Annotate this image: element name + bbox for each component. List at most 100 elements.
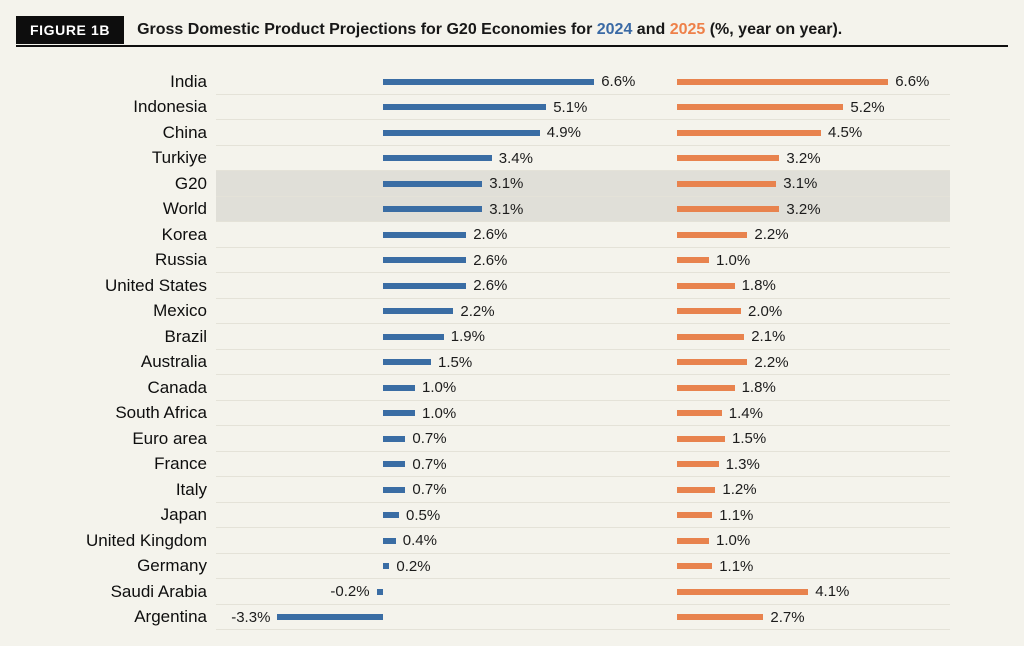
value-label-2025: 5.2% [850,98,885,116]
bar-2025 [677,410,722,417]
chart-row: France 0.7% 1.3% [0,452,1024,477]
value-label-2024: 2.6% [473,251,508,269]
bar-2025 [677,563,713,570]
value-label-2024: 2.2% [460,302,495,320]
bar-2025 [677,537,709,544]
chart-row: India 6.6% 6.6% [0,69,1024,95]
bar-2025 [677,588,809,595]
chart-row: Australia 1.5% 2.2% [0,350,1024,375]
value-label-2024: 6.6% [601,73,636,91]
chart-row: Mexico 2.2% 2.0% [0,299,1024,324]
value-label-2024: 1.5% [438,353,473,371]
row-separator [216,501,950,503]
bar-2024 [383,410,415,417]
value-label-2025: 1.8% [741,379,776,397]
row-separator [216,195,950,197]
value-label-2024: 2.6% [473,277,508,295]
bar-2024 [383,512,399,519]
row-separator [216,93,950,95]
row-separator [216,527,950,528]
chart-row: United Kingdom 0.4% 1.0% [0,528,1024,554]
bar-2024 [383,104,547,111]
row-separator [216,578,950,579]
row-separator [216,552,950,554]
value-label-2025: 1.3% [725,455,760,473]
category-label: South Africa [115,403,207,423]
title-text-and: and [632,21,670,38]
bar-2024 [383,206,483,213]
value-label-2025: 2.7% [770,608,805,626]
value-label-2024: 5.1% [553,98,588,116]
row-separator [216,170,950,171]
row-separator [216,323,950,324]
value-label-2025: 1.0% [716,251,751,269]
category-label: Italy [175,479,207,499]
row-separator [216,374,950,375]
bar-2024 [383,180,483,187]
chart-row: Germany 0.2% 1.1% [0,554,1024,579]
bar-2025 [677,257,709,264]
gdp-projections-chart: India 6.6% 6.6% Indonesia 5.1% 5.2% China 4.9% 4… [0,69,1024,631]
title-year-2025: 2025 [669,21,706,38]
bar-2024 [383,563,390,570]
bar-2025 [677,206,780,213]
bar-2025 [677,282,735,289]
value-label-2025: 1.0% [716,532,751,550]
row-separator [216,246,950,248]
value-label-2025: 4.5% [828,124,863,142]
category-label: Russia [155,250,207,270]
bar-2025 [677,461,719,468]
bar-2024 [383,308,454,315]
category-label: Argentina [134,607,207,627]
chart-row: Euro area 0.7% 1.5% [0,426,1024,452]
value-label-2025: 2.1% [751,328,786,346]
value-label-2025: 3.1% [783,175,818,193]
header-divider [16,45,1008,47]
value-label-2024: 1.0% [422,379,457,397]
bar-2025 [677,486,716,493]
bar-2025 [677,155,780,162]
bar-2024 [383,537,396,544]
bar-2024 [383,359,431,366]
category-label: Turkiye [151,148,207,168]
row-separator [216,603,950,605]
category-label: United States [104,275,207,295]
value-label-2024: 2.6% [473,226,508,244]
category-label: Japan [160,505,207,525]
row-separator [216,144,950,146]
value-label-2024: 0.2% [396,557,431,575]
chart-row: Italy 0.7% 1.2% [0,477,1024,503]
value-label-2024: -3.3% [231,608,271,626]
bar-2025 [677,359,748,366]
row-separator [216,450,950,452]
chart-row: Japan 0.5% 1.1% [0,503,1024,528]
bar-2025 [677,308,741,315]
bar-2024 [383,231,467,238]
value-label-2025: 2.0% [748,302,783,320]
value-label-2025: 2.2% [754,226,789,244]
title-year-2024: 2024 [596,21,633,38]
category-label: G20 [174,173,207,193]
value-label-2025: 1.5% [732,430,767,448]
value-label-2024: 4.9% [546,124,581,142]
bar-2024 [383,486,406,493]
chart-row: Turkiye 3.4% 3.2% [0,146,1024,171]
value-label-2025: 2.2% [754,353,789,371]
bar-2024 [383,129,540,136]
chart-row: Saudi Arabia -0.2% 4.1% [0,579,1024,605]
highlight-band [216,196,950,222]
bar-2024 [376,588,383,595]
value-label-2024: -0.2% [330,583,370,601]
bar-2025 [677,614,764,621]
chart-row: United States 2.6% 1.8% [0,273,1024,299]
bar-2024 [383,78,595,85]
row-separator [216,272,950,273]
row-separator [216,629,950,630]
value-label-2025: 4.1% [815,583,850,601]
figure-header: FIGURE 1B Gross Domestic Product Project… [16,16,1008,44]
chart-row: Korea 2.6% 2.2% [0,222,1024,248]
value-label-2024: 3.4% [498,149,533,167]
row-separator [216,221,950,222]
value-label-2024: 1.0% [422,404,457,422]
figure-tag: FIGURE 1B [16,16,125,44]
